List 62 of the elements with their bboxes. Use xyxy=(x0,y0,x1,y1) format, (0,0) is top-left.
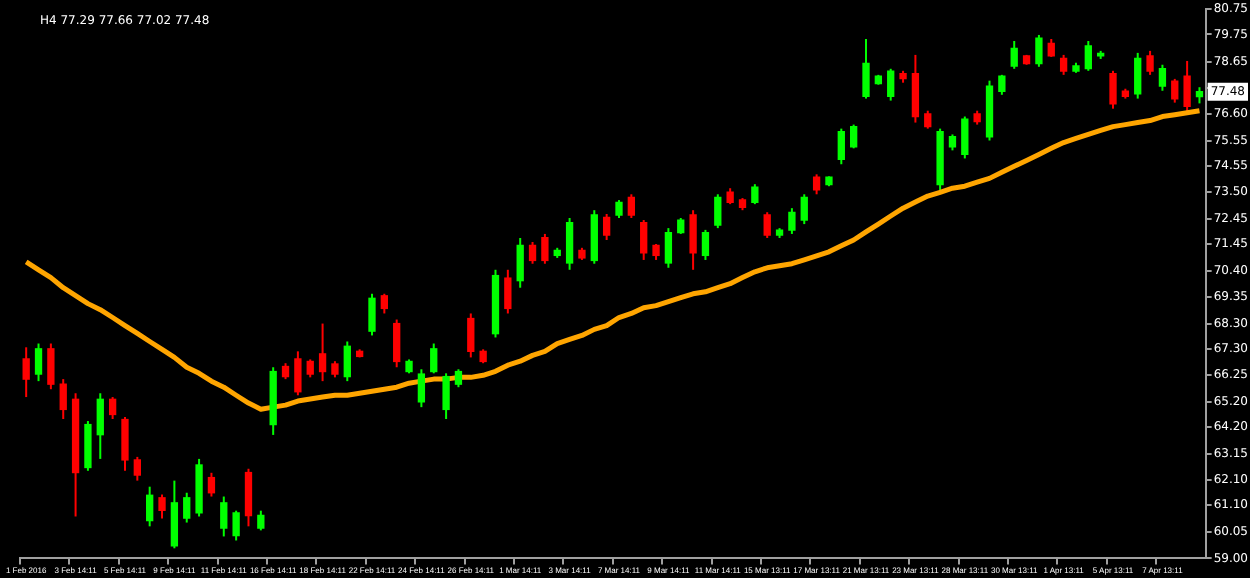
candlestick xyxy=(108,396,117,421)
candlestick xyxy=(961,115,969,160)
candlestick xyxy=(640,219,648,261)
candlestick xyxy=(220,495,228,538)
candlestick xyxy=(504,268,512,315)
candlestick xyxy=(207,471,216,498)
candlestick xyxy=(1134,51,1142,100)
candlestick xyxy=(862,38,870,100)
candlestick xyxy=(34,342,43,383)
candlestick xyxy=(318,322,327,383)
candlestick xyxy=(565,217,574,271)
candlestick xyxy=(467,312,475,359)
candlestick xyxy=(133,455,141,482)
candlestick xyxy=(763,211,771,239)
candlestick xyxy=(442,372,450,421)
candlestick xyxy=(244,467,253,528)
candlestick xyxy=(96,392,104,460)
candlestick xyxy=(516,236,524,289)
candlestick xyxy=(1109,69,1117,110)
candlestick xyxy=(257,509,265,532)
candlestick xyxy=(294,350,302,397)
candlestick xyxy=(541,232,549,265)
candlestick xyxy=(430,342,438,375)
candlestick xyxy=(1059,53,1068,76)
candlestick xyxy=(343,340,351,383)
candlestick xyxy=(887,67,895,102)
candlestick xyxy=(121,416,129,472)
candlestick xyxy=(1158,63,1167,92)
candlestick xyxy=(146,485,154,528)
candlestick xyxy=(590,209,598,265)
candlestick xyxy=(368,292,376,337)
candlestick xyxy=(158,493,166,520)
candlestick xyxy=(701,228,710,261)
candlestick xyxy=(714,193,722,230)
candlestick xyxy=(788,207,796,235)
candlestick xyxy=(689,209,697,271)
candlestick xyxy=(837,127,845,166)
candlestick xyxy=(170,479,179,550)
candlestick xyxy=(528,241,537,265)
candlestick xyxy=(1183,59,1191,116)
candlestick xyxy=(1146,49,1154,76)
candlestick xyxy=(850,123,858,150)
candlestick xyxy=(84,420,92,472)
candlestick xyxy=(627,193,636,220)
candlestick xyxy=(59,378,67,421)
candlestick xyxy=(1010,40,1018,70)
candlestick xyxy=(47,342,55,391)
candlestick xyxy=(380,292,388,315)
candlestick xyxy=(417,368,426,409)
candlestick xyxy=(602,212,611,241)
candlestick xyxy=(1084,40,1092,72)
candlestick xyxy=(232,509,240,542)
candlestick xyxy=(22,346,30,399)
candlestick xyxy=(664,227,673,269)
candlestick xyxy=(393,318,401,369)
candlestick xyxy=(800,193,808,226)
candlestick xyxy=(183,491,191,524)
candlestick xyxy=(1171,77,1179,104)
candlestick xyxy=(911,53,920,124)
candlestick xyxy=(1035,33,1043,68)
candlestick xyxy=(812,173,821,196)
candlestick xyxy=(751,183,759,206)
